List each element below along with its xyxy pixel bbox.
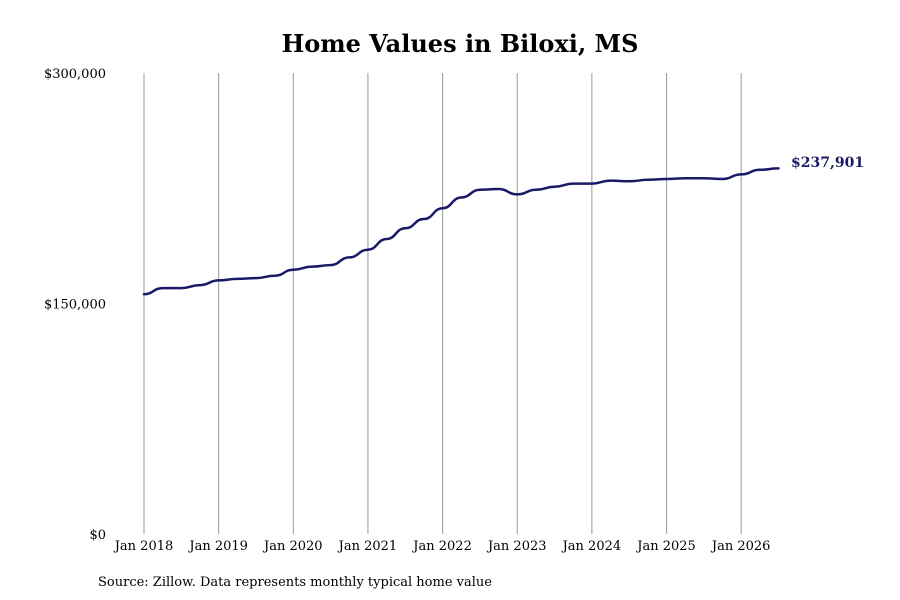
home-value-series-line bbox=[142, 167, 780, 296]
x-axis-ticks: Jan 2018 Jan 2019 Jan 2020 Jan 2021 Jan 2022… bbox=[113, 539, 771, 554]
series-group bbox=[142, 167, 780, 296]
x-tick-label: Jan 2025 bbox=[635, 539, 696, 554]
x-tick-label: Jan 2022 bbox=[411, 539, 472, 554]
x-tick-label: Jan 2026 bbox=[710, 539, 771, 554]
x-tick-label: Jan 2020 bbox=[262, 539, 323, 554]
y-tick-label: $300,000 bbox=[44, 67, 106, 82]
end-value-label: $237,901 bbox=[791, 155, 864, 171]
x-tick-label: Jan 2023 bbox=[486, 539, 547, 554]
source-note: Source: Zillow. Data represents monthly … bbox=[98, 575, 492, 590]
y-tick-label: $150,000 bbox=[44, 298, 106, 313]
y-axis-ticks: $0 $150,000 $300,000 bbox=[44, 67, 106, 543]
x-tick-label: Jan 2019 bbox=[187, 539, 248, 554]
vertical-grid bbox=[143, 73, 742, 534]
y-tick-label: $0 bbox=[89, 528, 106, 543]
x-tick-label: Jan 2021 bbox=[337, 539, 398, 554]
x-tick-label: Jan 2018 bbox=[113, 539, 174, 554]
x-tick-label: Jan 2024 bbox=[561, 539, 622, 554]
chart-title: Home Values in Biloxi, MS bbox=[282, 29, 639, 58]
